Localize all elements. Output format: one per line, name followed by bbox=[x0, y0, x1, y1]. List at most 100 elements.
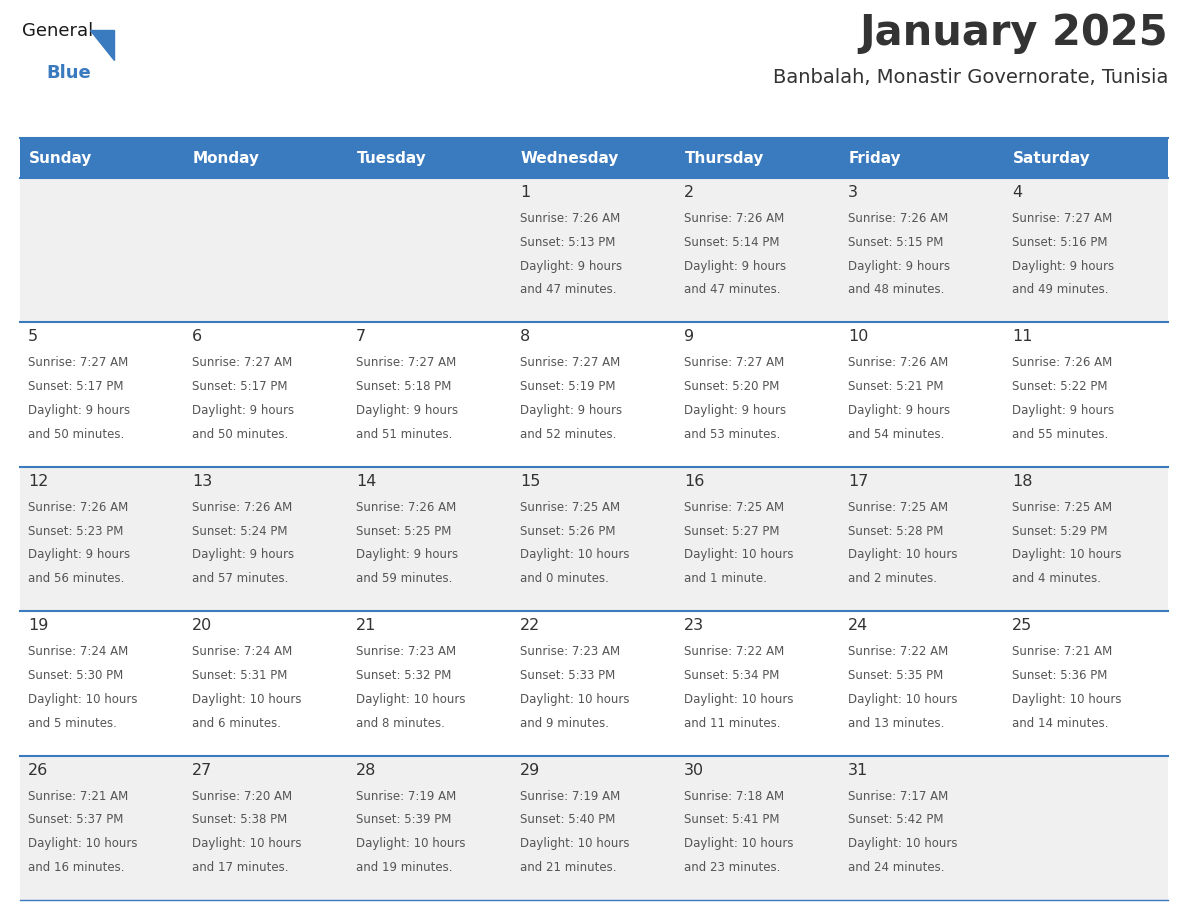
Text: 30: 30 bbox=[684, 763, 704, 778]
Text: Daylight: 10 hours: Daylight: 10 hours bbox=[356, 837, 466, 850]
Bar bbox=[1004, 466, 1168, 611]
Text: and 0 minutes.: and 0 minutes. bbox=[520, 572, 609, 586]
Text: Sunrise: 7:19 AM: Sunrise: 7:19 AM bbox=[356, 789, 456, 802]
Text: and 50 minutes.: and 50 minutes. bbox=[29, 428, 125, 441]
Text: Tuesday: Tuesday bbox=[358, 151, 426, 165]
Text: Sunset: 5:42 PM: Sunset: 5:42 PM bbox=[848, 813, 943, 826]
Text: and 52 minutes.: and 52 minutes. bbox=[520, 428, 617, 441]
Bar bbox=[1004, 322, 1168, 466]
Text: Thursday: Thursday bbox=[685, 151, 764, 165]
Text: Daylight: 10 hours: Daylight: 10 hours bbox=[192, 837, 302, 850]
Text: Sunrise: 7:25 AM: Sunrise: 7:25 AM bbox=[1012, 501, 1112, 514]
Text: Daylight: 10 hours: Daylight: 10 hours bbox=[356, 693, 466, 706]
Text: Sunset: 5:23 PM: Sunset: 5:23 PM bbox=[29, 524, 124, 538]
Text: Sunset: 5:17 PM: Sunset: 5:17 PM bbox=[192, 380, 287, 393]
Bar bbox=[512, 178, 676, 322]
Text: Sunset: 5:32 PM: Sunset: 5:32 PM bbox=[356, 669, 451, 682]
Text: 10: 10 bbox=[848, 330, 868, 344]
Bar bbox=[20, 138, 184, 178]
Bar bbox=[512, 322, 676, 466]
Text: 31: 31 bbox=[848, 763, 868, 778]
Text: Daylight: 9 hours: Daylight: 9 hours bbox=[29, 548, 131, 562]
Text: 21: 21 bbox=[356, 618, 377, 633]
Text: and 1 minute.: and 1 minute. bbox=[684, 572, 767, 586]
Text: Sunrise: 7:18 AM: Sunrise: 7:18 AM bbox=[684, 789, 784, 802]
Text: 1: 1 bbox=[520, 185, 530, 200]
Text: Sunset: 5:17 PM: Sunset: 5:17 PM bbox=[29, 380, 124, 393]
Text: Sunset: 5:20 PM: Sunset: 5:20 PM bbox=[684, 380, 779, 393]
Text: Sunset: 5:18 PM: Sunset: 5:18 PM bbox=[356, 380, 451, 393]
Text: Sunrise: 7:23 AM: Sunrise: 7:23 AM bbox=[356, 645, 456, 658]
Text: Sunday: Sunday bbox=[29, 151, 93, 165]
Text: Sunset: 5:19 PM: Sunset: 5:19 PM bbox=[520, 380, 615, 393]
Text: Sunset: 5:22 PM: Sunset: 5:22 PM bbox=[1012, 380, 1107, 393]
Bar bbox=[1004, 138, 1168, 178]
Text: Sunset: 5:27 PM: Sunset: 5:27 PM bbox=[684, 524, 779, 538]
Text: Sunset: 5:14 PM: Sunset: 5:14 PM bbox=[684, 236, 779, 249]
Text: 5: 5 bbox=[29, 330, 38, 344]
Bar bbox=[348, 138, 512, 178]
Bar bbox=[676, 138, 840, 178]
Text: Sunset: 5:24 PM: Sunset: 5:24 PM bbox=[192, 524, 287, 538]
Text: Wednesday: Wednesday bbox=[522, 151, 619, 165]
Text: Sunrise: 7:27 AM: Sunrise: 7:27 AM bbox=[356, 356, 456, 369]
Text: Sunrise: 7:26 AM: Sunrise: 7:26 AM bbox=[520, 212, 620, 225]
Text: and 6 minutes.: and 6 minutes. bbox=[192, 717, 282, 730]
Text: Sunrise: 7:22 AM: Sunrise: 7:22 AM bbox=[684, 645, 784, 658]
Text: Daylight: 10 hours: Daylight: 10 hours bbox=[192, 693, 302, 706]
Text: 16: 16 bbox=[684, 474, 704, 488]
Text: Sunset: 5:26 PM: Sunset: 5:26 PM bbox=[520, 524, 615, 538]
Text: 8: 8 bbox=[520, 330, 530, 344]
Bar bbox=[1004, 611, 1168, 756]
Text: Daylight: 10 hours: Daylight: 10 hours bbox=[520, 837, 630, 850]
Bar bbox=[184, 178, 348, 322]
Text: and 24 minutes.: and 24 minutes. bbox=[848, 861, 944, 874]
Text: Sunset: 5:33 PM: Sunset: 5:33 PM bbox=[520, 669, 615, 682]
Text: Sunrise: 7:23 AM: Sunrise: 7:23 AM bbox=[520, 645, 620, 658]
Text: Sunset: 5:41 PM: Sunset: 5:41 PM bbox=[684, 813, 779, 826]
Bar bbox=[184, 138, 348, 178]
Text: Friday: Friday bbox=[849, 151, 902, 165]
Text: 3: 3 bbox=[848, 185, 858, 200]
Text: Sunset: 5:15 PM: Sunset: 5:15 PM bbox=[848, 236, 943, 249]
Bar bbox=[184, 466, 348, 611]
Text: Daylight: 10 hours: Daylight: 10 hours bbox=[29, 837, 138, 850]
Text: Sunset: 5:30 PM: Sunset: 5:30 PM bbox=[29, 669, 124, 682]
Bar bbox=[676, 466, 840, 611]
Text: Daylight: 9 hours: Daylight: 9 hours bbox=[356, 404, 459, 417]
Text: Sunset: 5:34 PM: Sunset: 5:34 PM bbox=[684, 669, 779, 682]
Text: 14: 14 bbox=[356, 474, 377, 488]
Bar bbox=[348, 178, 512, 322]
Text: Sunrise: 7:25 AM: Sunrise: 7:25 AM bbox=[520, 501, 620, 514]
Text: Sunrise: 7:26 AM: Sunrise: 7:26 AM bbox=[848, 356, 948, 369]
Bar bbox=[20, 611, 184, 756]
Bar bbox=[1004, 756, 1168, 900]
Bar bbox=[512, 466, 676, 611]
Text: Sunset: 5:40 PM: Sunset: 5:40 PM bbox=[520, 813, 615, 826]
Bar bbox=[676, 611, 840, 756]
Text: and 49 minutes.: and 49 minutes. bbox=[1012, 284, 1108, 297]
Text: and 5 minutes.: and 5 minutes. bbox=[29, 717, 116, 730]
Text: and 57 minutes.: and 57 minutes. bbox=[192, 572, 289, 586]
Text: Daylight: 9 hours: Daylight: 9 hours bbox=[1012, 404, 1114, 417]
Text: Daylight: 9 hours: Daylight: 9 hours bbox=[520, 260, 623, 273]
Text: 22: 22 bbox=[520, 618, 541, 633]
Bar bbox=[512, 611, 676, 756]
Text: 24: 24 bbox=[848, 618, 868, 633]
Text: 29: 29 bbox=[520, 763, 541, 778]
Text: Daylight: 9 hours: Daylight: 9 hours bbox=[848, 404, 950, 417]
Bar bbox=[840, 178, 1004, 322]
Bar bbox=[840, 756, 1004, 900]
Text: and 47 minutes.: and 47 minutes. bbox=[520, 284, 617, 297]
Text: and 17 minutes.: and 17 minutes. bbox=[192, 861, 289, 874]
Text: and 8 minutes.: and 8 minutes. bbox=[356, 717, 444, 730]
Text: Daylight: 9 hours: Daylight: 9 hours bbox=[356, 548, 459, 562]
Text: Sunset: 5:28 PM: Sunset: 5:28 PM bbox=[848, 524, 943, 538]
Text: Sunrise: 7:26 AM: Sunrise: 7:26 AM bbox=[684, 212, 784, 225]
Text: 13: 13 bbox=[192, 474, 213, 488]
Bar bbox=[184, 756, 348, 900]
Text: Sunset: 5:39 PM: Sunset: 5:39 PM bbox=[356, 813, 451, 826]
Text: Sunrise: 7:27 AM: Sunrise: 7:27 AM bbox=[1012, 212, 1112, 225]
Text: Daylight: 10 hours: Daylight: 10 hours bbox=[1012, 548, 1121, 562]
Bar bbox=[1004, 178, 1168, 322]
